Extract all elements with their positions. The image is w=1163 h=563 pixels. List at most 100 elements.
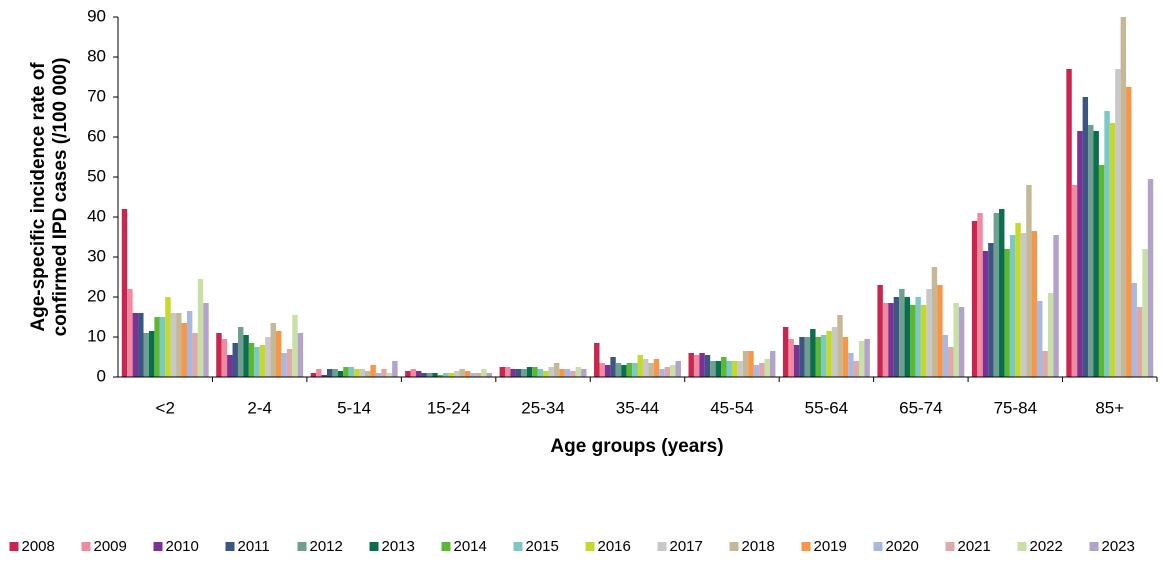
bar bbox=[421, 373, 427, 377]
bar bbox=[721, 357, 727, 377]
bar bbox=[159, 317, 166, 377]
bar bbox=[332, 369, 338, 377]
bar bbox=[893, 297, 900, 377]
bar bbox=[715, 361, 722, 377]
bar bbox=[888, 303, 894, 377]
bar bbox=[515, 369, 522, 377]
x-tick-label: 15-24 bbox=[427, 398, 470, 417]
legend-swatch bbox=[945, 542, 955, 551]
x-tick-label: 2-4 bbox=[247, 398, 272, 417]
bar bbox=[621, 365, 627, 377]
x-tick-label: 85+ bbox=[1095, 398, 1124, 417]
bar bbox=[499, 367, 506, 377]
bar bbox=[659, 369, 665, 377]
bar bbox=[405, 371, 411, 377]
bar bbox=[664, 367, 671, 377]
bar bbox=[982, 251, 989, 377]
bar bbox=[599, 363, 605, 377]
bar bbox=[1120, 17, 1127, 377]
y-tick-label: 40 bbox=[87, 206, 106, 225]
legend-swatch bbox=[729, 542, 739, 551]
bar bbox=[337, 371, 344, 377]
legend-swatch bbox=[153, 542, 163, 551]
bar bbox=[637, 355, 643, 377]
legend-label: 2017 bbox=[670, 538, 703, 555]
y-axis-title: Age-specific incidence rate of bbox=[28, 62, 49, 332]
y-tick-label: 30 bbox=[87, 246, 106, 265]
bar bbox=[543, 371, 549, 377]
y-tick-label: 90 bbox=[87, 6, 106, 25]
x-tick-label: 65-74 bbox=[899, 398, 942, 417]
bar bbox=[216, 333, 222, 377]
bar bbox=[316, 369, 322, 377]
bar bbox=[915, 297, 921, 377]
bar bbox=[1147, 179, 1154, 377]
bar bbox=[799, 337, 805, 377]
bar bbox=[610, 357, 616, 377]
x-tick-label: 5-14 bbox=[337, 398, 371, 417]
bar bbox=[1093, 131, 1099, 377]
legend-label: 2015 bbox=[526, 538, 559, 555]
legend-label: 2022 bbox=[1030, 538, 1063, 555]
x-tick-label: 35-44 bbox=[616, 398, 659, 417]
bar bbox=[221, 339, 228, 377]
bar bbox=[788, 339, 794, 377]
bar bbox=[910, 305, 916, 377]
bar bbox=[1082, 97, 1089, 377]
bar bbox=[769, 351, 776, 377]
bar bbox=[826, 331, 832, 377]
bar bbox=[426, 373, 433, 377]
bar bbox=[977, 213, 983, 377]
bar bbox=[564, 369, 571, 377]
bar bbox=[1126, 87, 1132, 377]
bar bbox=[203, 303, 209, 377]
bar bbox=[227, 355, 233, 377]
legend-swatch bbox=[657, 542, 667, 551]
bar bbox=[310, 373, 317, 377]
bar bbox=[138, 313, 144, 377]
bar bbox=[486, 373, 493, 377]
bar bbox=[626, 363, 633, 377]
bar bbox=[1015, 223, 1021, 377]
bar bbox=[181, 323, 187, 377]
bar bbox=[675, 361, 681, 377]
bar bbox=[459, 369, 465, 377]
y-tick-label: 10 bbox=[87, 326, 106, 345]
bar bbox=[275, 331, 282, 377]
bar bbox=[842, 337, 849, 377]
bar bbox=[810, 329, 816, 377]
bar bbox=[958, 307, 965, 377]
legend-swatch bbox=[9, 542, 19, 551]
bar bbox=[882, 303, 889, 377]
legend-label: 2014 bbox=[454, 538, 487, 555]
bar bbox=[1088, 125, 1094, 377]
bar bbox=[864, 339, 870, 377]
x-tick-label: <2 bbox=[156, 398, 175, 417]
bar bbox=[804, 337, 811, 377]
x-tick-label: 55-64 bbox=[805, 398, 848, 417]
bar bbox=[148, 331, 155, 377]
bar bbox=[1136, 307, 1143, 377]
legend-swatch bbox=[81, 542, 91, 551]
bar bbox=[475, 373, 482, 377]
bar bbox=[604, 365, 611, 377]
bar bbox=[232, 343, 238, 377]
bar bbox=[197, 279, 204, 377]
bar bbox=[837, 315, 843, 377]
y-tick-label: 50 bbox=[87, 166, 106, 185]
bar bbox=[570, 371, 576, 377]
legend-label: 2021 bbox=[958, 538, 991, 555]
bar bbox=[354, 369, 360, 377]
bar bbox=[581, 369, 587, 377]
legend-label: 2012 bbox=[310, 538, 343, 555]
bar bbox=[877, 285, 883, 377]
bar bbox=[710, 361, 716, 377]
bar bbox=[343, 367, 349, 377]
bar bbox=[481, 369, 487, 377]
bar bbox=[559, 369, 565, 377]
bar bbox=[165, 297, 171, 377]
bar bbox=[688, 353, 694, 377]
bar bbox=[1009, 235, 1016, 377]
bar bbox=[971, 221, 978, 377]
bar bbox=[1109, 123, 1116, 377]
